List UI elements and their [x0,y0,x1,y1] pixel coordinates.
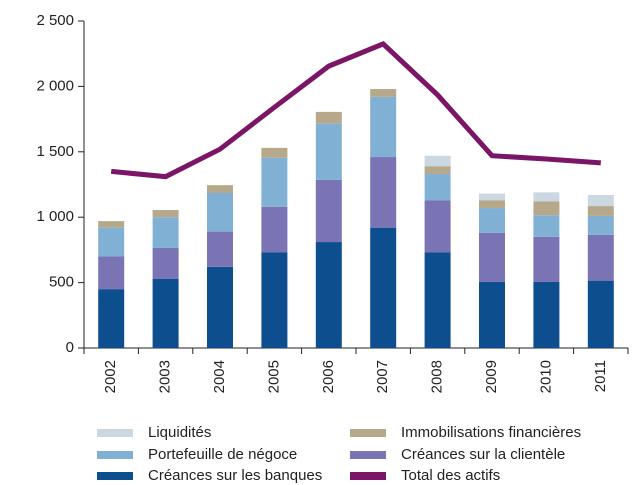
bar-segment [424,166,451,175]
bar-segment [98,227,125,257]
bar-segment [98,221,125,228]
bar-segment [424,155,451,167]
legend-swatch [350,451,386,459]
bar-segment [533,236,560,282]
x-tick-label: 2007 [374,360,391,393]
y-tick-label: 2 500 [36,12,74,29]
y-tick-label: 1 000 [36,208,74,225]
x-tick-label: 2006 [320,360,337,393]
x-tick-label: 2004 [211,360,228,393]
bar-segment [479,193,505,201]
legend-swatch [97,451,133,459]
bar-segment [315,123,342,180]
bar-segment [587,280,614,348]
x-tick-label: 2010 [537,360,554,393]
legend-label: Créances sur la clientèle [401,446,565,463]
bar-segment [587,234,614,281]
bar-segment [587,215,614,235]
bar-segment [479,281,505,348]
bar-segment [370,227,397,348]
x-tick-label: 2009 [483,360,500,393]
bar-segment [261,147,288,158]
bar-segment [315,111,342,124]
bar-segment [98,289,125,348]
x-tick-label: 2011 [592,360,609,392]
y-tick-label: 500 [49,274,74,291]
bar-segment [152,278,179,348]
bar-segment [424,252,451,348]
bar-segment [533,201,560,216]
bar-segment [424,200,451,253]
bar-segment [261,252,288,348]
legend-swatch [350,429,386,437]
legend-swatch [350,472,386,480]
bar-segment [587,206,614,216]
bar-segment [207,193,233,232]
bar-segment [315,179,342,243]
bar-segment [207,266,233,348]
y-tick-label: 0 [66,339,74,356]
total-line [110,40,601,180]
bar-segment [207,185,233,194]
x-tick-label: 2002 [102,360,119,393]
bar-segment [479,208,505,233]
bar-segment [98,256,125,290]
legend-label: Total des actifs [401,467,500,484]
x-tick-label: 2003 [157,360,174,393]
bar-segment [261,206,288,253]
x-tick-label: 2008 [429,360,446,393]
bar-segment [533,215,560,237]
legend-label: Créances sur les banques [148,467,322,484]
bar-segment [315,242,342,348]
legend-swatch [97,472,133,480]
bar-segment [207,231,233,267]
bar-segment [424,174,451,201]
bar-segment [370,89,397,97]
legend-label: Portefeuille de négoce [148,446,297,463]
y-tick-label: 2 000 [36,77,74,94]
bar-segment [479,200,505,209]
bar-segment [587,194,614,207]
bar-segment [261,157,288,207]
legend-label: Liquidités [148,424,211,441]
bar-segment [370,96,397,158]
bar-segment [533,281,560,348]
bar-segment [370,157,397,228]
bar-segment [152,217,179,248]
x-tick-label: 2005 [265,360,282,393]
legend-label: Immobilisations financières [401,424,581,441]
legend-swatch [97,429,133,437]
bar-segment [152,247,179,279]
bar-segment [533,192,560,202]
y-tick-label: 1 500 [36,143,74,160]
bar-segment [152,210,179,218]
bar-segment [479,232,505,282]
